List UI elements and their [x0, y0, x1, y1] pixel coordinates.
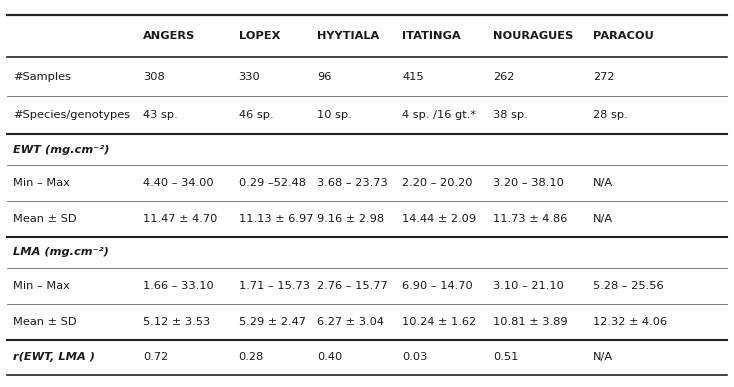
Text: 0.28: 0.28	[239, 353, 264, 363]
Text: Mean ± SD: Mean ± SD	[13, 214, 77, 224]
Text: 12.32 ± 4.06: 12.32 ± 4.06	[593, 317, 667, 327]
Text: PARACOU: PARACOU	[593, 31, 654, 41]
Text: 14.44 ± 2.09: 14.44 ± 2.09	[402, 214, 476, 224]
Text: 5.12 ± 3.53: 5.12 ± 3.53	[143, 317, 211, 327]
Text: 0.29 –52.48: 0.29 –52.48	[239, 178, 305, 188]
Text: 308: 308	[143, 72, 165, 82]
Text: 3.68 – 23.73: 3.68 – 23.73	[317, 178, 388, 188]
Text: Mean ± SD: Mean ± SD	[13, 317, 77, 327]
Text: 11.13 ± 6.97: 11.13 ± 6.97	[239, 214, 313, 224]
Text: 5.28 – 25.56: 5.28 – 25.56	[593, 281, 664, 291]
Text: 1.71 – 15.73: 1.71 – 15.73	[239, 281, 310, 291]
Text: 2.20 – 20.20: 2.20 – 20.20	[402, 178, 473, 188]
Text: 9.16 ± 2.98: 9.16 ± 2.98	[317, 214, 384, 224]
Text: 4.40 – 34.00: 4.40 – 34.00	[143, 178, 214, 188]
Text: 4 sp. /16 gt.*: 4 sp. /16 gt.*	[402, 110, 476, 120]
Text: 43 sp.: 43 sp.	[143, 110, 178, 120]
Text: Min – Max: Min – Max	[13, 281, 70, 291]
Text: 1.66 – 33.10: 1.66 – 33.10	[143, 281, 214, 291]
Text: 10.24 ± 1.62: 10.24 ± 1.62	[402, 317, 476, 327]
Text: HYYTIALA: HYYTIALA	[317, 31, 379, 41]
Text: 2.76 – 15.77: 2.76 – 15.77	[317, 281, 388, 291]
Text: 330: 330	[239, 72, 261, 82]
Text: N/A: N/A	[593, 353, 613, 363]
Text: Min – Max: Min – Max	[13, 178, 70, 188]
Text: 96: 96	[317, 72, 332, 82]
Text: 6.27 ± 3.04: 6.27 ± 3.04	[317, 317, 384, 327]
Text: 5.29 ± 2.47: 5.29 ± 2.47	[239, 317, 305, 327]
Text: 28 sp.: 28 sp.	[593, 110, 628, 120]
Text: 11.73 ± 4.86: 11.73 ± 4.86	[493, 214, 567, 224]
Text: 38 sp.: 38 sp.	[493, 110, 528, 120]
Text: N/A: N/A	[593, 178, 613, 188]
Text: 0.51: 0.51	[493, 353, 519, 363]
Text: 0.40: 0.40	[317, 353, 342, 363]
Text: 0.03: 0.03	[402, 353, 428, 363]
Text: 0.72: 0.72	[143, 353, 168, 363]
Text: LMA (mg.cm⁻²): LMA (mg.cm⁻²)	[13, 247, 109, 257]
Text: EWT (mg.cm⁻²): EWT (mg.cm⁻²)	[13, 145, 109, 155]
Text: r(EWT, LMA ): r(EWT, LMA )	[13, 353, 95, 363]
Text: 11.47 ± 4.70: 11.47 ± 4.70	[143, 214, 217, 224]
Text: 272: 272	[593, 72, 614, 82]
Text: 10 sp.: 10 sp.	[317, 110, 352, 120]
Text: ANGERS: ANGERS	[143, 31, 195, 41]
Text: LOPEX: LOPEX	[239, 31, 280, 41]
Text: 3.20 – 38.10: 3.20 – 38.10	[493, 178, 564, 188]
Text: #Species/genotypes: #Species/genotypes	[13, 110, 131, 120]
Text: 415: 415	[402, 72, 424, 82]
Text: 46 sp.: 46 sp.	[239, 110, 273, 120]
Text: NOURAGUES: NOURAGUES	[493, 31, 573, 41]
Text: 10.81 ± 3.89: 10.81 ± 3.89	[493, 317, 568, 327]
Text: #Samples: #Samples	[13, 72, 71, 82]
Text: 262: 262	[493, 72, 515, 82]
Text: 6.90 – 14.70: 6.90 – 14.70	[402, 281, 473, 291]
Text: 3.10 – 21.10: 3.10 – 21.10	[493, 281, 564, 291]
Text: ITATINGA: ITATINGA	[402, 31, 461, 41]
Text: N/A: N/A	[593, 214, 613, 224]
